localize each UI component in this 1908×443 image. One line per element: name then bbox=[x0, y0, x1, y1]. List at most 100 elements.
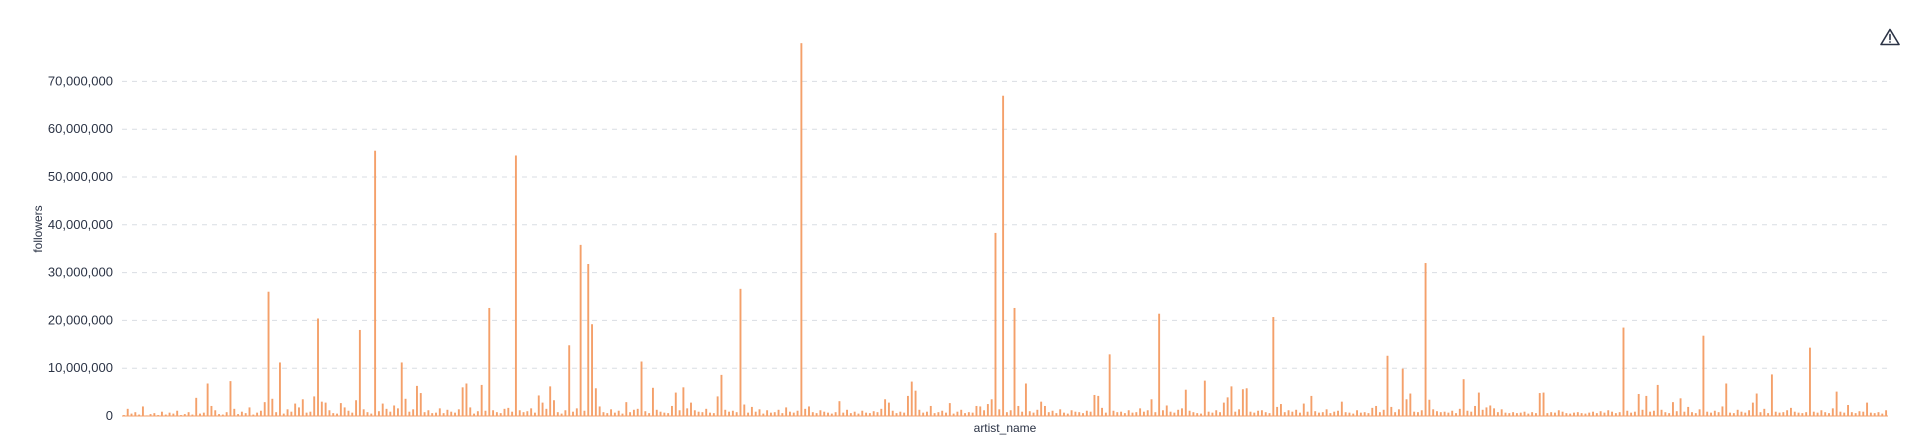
bar[interactable] bbox=[1630, 412, 1633, 416]
bar[interactable] bbox=[1637, 394, 1640, 416]
bar[interactable] bbox=[1515, 413, 1518, 416]
bar[interactable] bbox=[514, 155, 517, 417]
bar[interactable] bbox=[933, 413, 936, 416]
bar[interactable] bbox=[199, 413, 201, 416]
bar[interactable] bbox=[1759, 412, 1762, 416]
bar[interactable] bbox=[1318, 412, 1320, 416]
bar[interactable] bbox=[1793, 411, 1796, 416]
bar[interactable] bbox=[1748, 410, 1751, 416]
bar[interactable] bbox=[1047, 412, 1050, 416]
bar[interactable] bbox=[1181, 408, 1183, 416]
bar[interactable] bbox=[1005, 412, 1008, 416]
bar[interactable] bbox=[1063, 412, 1065, 416]
bar[interactable] bbox=[168, 412, 171, 416]
bar[interactable] bbox=[800, 43, 803, 416]
bar[interactable] bbox=[339, 403, 342, 416]
bar[interactable] bbox=[1622, 327, 1625, 416]
bar[interactable] bbox=[1238, 409, 1241, 416]
bar[interactable] bbox=[1782, 412, 1785, 416]
bar[interactable] bbox=[1854, 413, 1857, 416]
bar[interactable] bbox=[279, 362, 281, 416]
bar[interactable] bbox=[598, 406, 601, 416]
bar[interactable] bbox=[766, 410, 769, 416]
bar[interactable] bbox=[237, 414, 240, 416]
bar[interactable] bbox=[1314, 411, 1317, 416]
bar[interactable] bbox=[393, 405, 396, 416]
bar[interactable] bbox=[461, 387, 464, 416]
bar[interactable] bbox=[408, 411, 411, 416]
bar[interactable] bbox=[560, 413, 563, 416]
bar[interactable] bbox=[427, 410, 430, 416]
bar[interactable] bbox=[1675, 411, 1678, 416]
bar[interactable] bbox=[294, 403, 297, 416]
bar[interactable] bbox=[1378, 412, 1381, 416]
bar[interactable] bbox=[1504, 412, 1507, 416]
bar[interactable] bbox=[724, 409, 727, 416]
bar[interactable] bbox=[1413, 411, 1416, 416]
bar[interactable] bbox=[1649, 411, 1652, 416]
bar[interactable] bbox=[423, 412, 426, 416]
bar[interactable] bbox=[1002, 95, 1005, 417]
bar[interactable] bbox=[469, 407, 472, 416]
bar[interactable] bbox=[172, 413, 175, 416]
bar[interactable] bbox=[1085, 410, 1088, 416]
bar[interactable] bbox=[655, 409, 658, 416]
bar[interactable] bbox=[1660, 409, 1663, 416]
bar[interactable] bbox=[271, 398, 274, 416]
bar[interactable] bbox=[804, 408, 807, 416]
bar[interactable] bbox=[731, 410, 734, 416]
bar[interactable] bbox=[1710, 412, 1712, 416]
bar[interactable] bbox=[1652, 410, 1655, 416]
bar[interactable] bbox=[712, 413, 715, 416]
bar[interactable] bbox=[1812, 411, 1815, 416]
bar[interactable] bbox=[1241, 389, 1244, 416]
bar[interactable] bbox=[530, 408, 533, 416]
bar[interactable] bbox=[1089, 411, 1092, 416]
bar[interactable] bbox=[351, 412, 354, 416]
bar[interactable] bbox=[1607, 410, 1610, 416]
bar[interactable] bbox=[298, 407, 300, 416]
bar[interactable] bbox=[1839, 411, 1842, 416]
bar[interactable] bbox=[1219, 412, 1221, 416]
bar[interactable] bbox=[1131, 412, 1134, 416]
bar[interactable] bbox=[575, 408, 578, 416]
bar[interactable] bbox=[690, 402, 692, 416]
bar[interactable] bbox=[347, 410, 350, 416]
bar[interactable] bbox=[625, 402, 628, 416]
bar[interactable] bbox=[796, 410, 799, 416]
bar[interactable] bbox=[256, 412, 259, 416]
bar[interactable] bbox=[1725, 383, 1728, 417]
bar[interactable] bbox=[503, 408, 506, 416]
bar[interactable] bbox=[537, 395, 540, 416]
bar[interactable] bbox=[602, 412, 605, 416]
bar[interactable] bbox=[358, 329, 361, 416]
bar[interactable] bbox=[792, 412, 795, 416]
bar[interactable] bbox=[1820, 410, 1823, 416]
bar[interactable] bbox=[1527, 413, 1530, 416]
bar[interactable] bbox=[195, 397, 198, 416]
bar[interactable] bbox=[1146, 410, 1149, 416]
bar[interactable] bbox=[1569, 413, 1572, 416]
bar[interactable] bbox=[1135, 412, 1138, 416]
bar[interactable] bbox=[1554, 412, 1556, 416]
bar[interactable] bbox=[1325, 409, 1328, 416]
bar[interactable] bbox=[811, 412, 814, 416]
bar[interactable] bbox=[336, 413, 338, 416]
bar[interactable] bbox=[1797, 412, 1800, 416]
bar[interactable] bbox=[971, 412, 974, 416]
bar[interactable] bbox=[1226, 397, 1229, 416]
bar[interactable] bbox=[941, 410, 944, 416]
bar[interactable] bbox=[492, 410, 495, 416]
bar[interactable] bbox=[1538, 393, 1541, 416]
bar[interactable] bbox=[594, 388, 597, 416]
bar[interactable] bbox=[979, 406, 982, 416]
bar[interactable] bbox=[187, 412, 190, 416]
bar[interactable] bbox=[263, 402, 266, 416]
bar[interactable] bbox=[857, 413, 860, 416]
bar[interactable] bbox=[1767, 413, 1770, 416]
bar[interactable] bbox=[381, 403, 384, 416]
bar[interactable] bbox=[1599, 411, 1602, 416]
bar[interactable] bbox=[918, 409, 921, 416]
bar[interactable] bbox=[1778, 412, 1781, 416]
bar[interactable] bbox=[671, 405, 673, 416]
